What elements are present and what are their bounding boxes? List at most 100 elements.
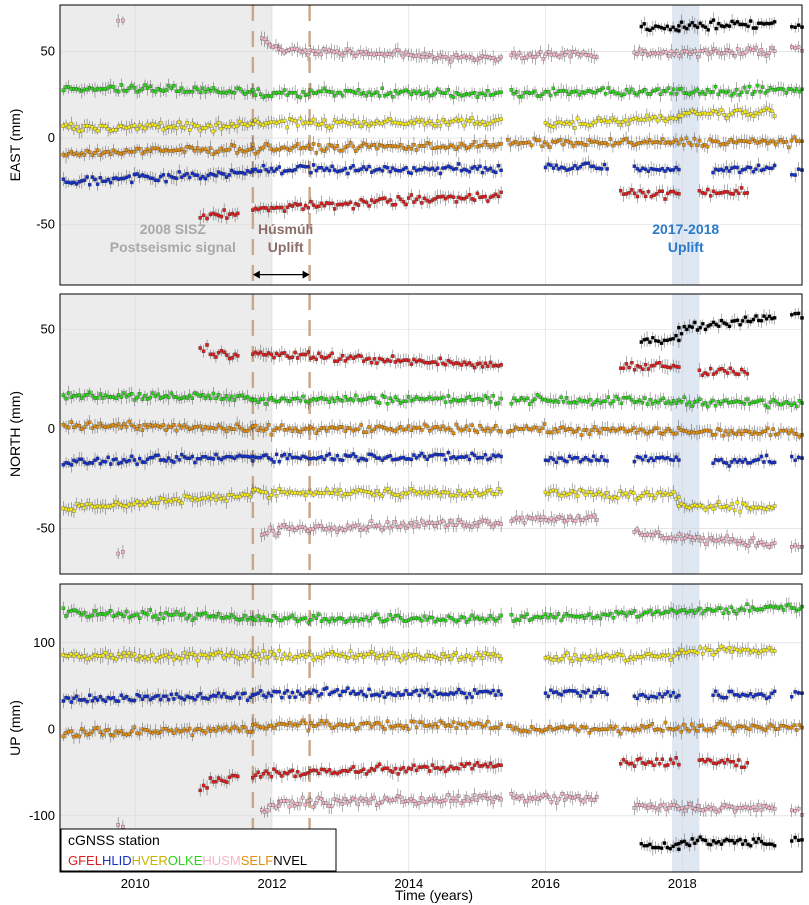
data-point (285, 205, 289, 209)
data-point (687, 141, 691, 145)
data-point (230, 168, 234, 173)
data-point (325, 487, 329, 492)
data-point (543, 165, 548, 170)
annotation-line: Postseismic signal (110, 239, 236, 255)
data-point (216, 121, 221, 125)
data-point (345, 523, 350, 528)
data-point (290, 355, 295, 359)
data-point (143, 502, 147, 507)
data-point (201, 393, 205, 397)
data-point (638, 47, 642, 52)
data-point (664, 401, 668, 406)
data-point (632, 368, 637, 372)
data-point (738, 458, 742, 462)
data-point (716, 92, 720, 97)
data-point (135, 172, 139, 176)
data-point (597, 490, 601, 494)
data-point (343, 166, 348, 171)
data-point (412, 121, 416, 126)
data-point (679, 400, 684, 404)
data-point (322, 457, 326, 462)
data-point (528, 52, 532, 57)
data-point (668, 365, 673, 370)
data-point (300, 50, 305, 55)
data-point (571, 144, 576, 148)
data-point (314, 151, 318, 155)
data-point (743, 109, 748, 114)
data-point (549, 163, 553, 167)
data-point (758, 89, 762, 94)
data-point (230, 356, 235, 360)
data-point (98, 462, 102, 466)
data-point (722, 113, 726, 117)
data-point (727, 169, 731, 173)
data-point (627, 365, 631, 370)
data-point (646, 189, 651, 194)
data-point (74, 502, 79, 506)
data-point (735, 500, 740, 505)
data-point (214, 396, 218, 401)
data-point (425, 492, 429, 497)
data-point (781, 87, 786, 92)
data-point (409, 193, 414, 197)
data-point (219, 214, 224, 219)
data-point (542, 140, 547, 144)
data-point (135, 462, 139, 466)
data-point (551, 166, 556, 170)
data-point (725, 504, 729, 508)
data-point (293, 119, 297, 123)
data-point (650, 493, 654, 497)
data-point (712, 47, 716, 51)
data-point (706, 88, 710, 92)
data-point (95, 148, 100, 153)
data-point (282, 489, 287, 494)
data-point (124, 394, 129, 399)
data-point (517, 51, 522, 55)
data-point (570, 166, 575, 171)
data-point (759, 48, 764, 52)
data-point (711, 170, 715, 175)
data-point (399, 197, 403, 201)
data-point (412, 489, 416, 493)
data-point (82, 153, 87, 157)
data-point (643, 396, 647, 400)
data-point (637, 398, 642, 403)
data-point (655, 118, 660, 123)
data-point (722, 51, 727, 55)
data-point (525, 396, 529, 401)
data-point (606, 395, 610, 399)
data-point (480, 398, 485, 402)
data-point (690, 404, 694, 408)
data-point (706, 52, 711, 57)
data-point (631, 491, 636, 495)
data-point (414, 395, 419, 399)
data-point (690, 21, 694, 25)
data-point (253, 167, 258, 171)
data-point (219, 127, 224, 131)
data-point (209, 89, 213, 93)
data-point (730, 19, 734, 24)
data-point (674, 165, 678, 170)
data-point (627, 395, 631, 400)
data-point (198, 128, 202, 133)
data-point (638, 189, 642, 193)
data-point (480, 119, 485, 124)
data-point (271, 528, 275, 533)
data-point (298, 116, 303, 121)
data-point (153, 394, 158, 398)
data-point (348, 526, 353, 531)
data-point (666, 86, 671, 90)
data-point (388, 169, 392, 174)
data-point (222, 208, 226, 212)
data-point (499, 117, 503, 121)
data-point (443, 457, 448, 462)
data-point (499, 55, 503, 59)
data-point (211, 391, 216, 396)
data-point (677, 495, 681, 499)
data-point (743, 167, 747, 171)
data-point (790, 45, 794, 49)
data-point (671, 399, 676, 403)
panel-east: -50 0 50 2008 SISZ Postseismic signal Húsmúli… (7, 4, 804, 286)
data-point (739, 367, 744, 372)
data-point (375, 90, 379, 94)
